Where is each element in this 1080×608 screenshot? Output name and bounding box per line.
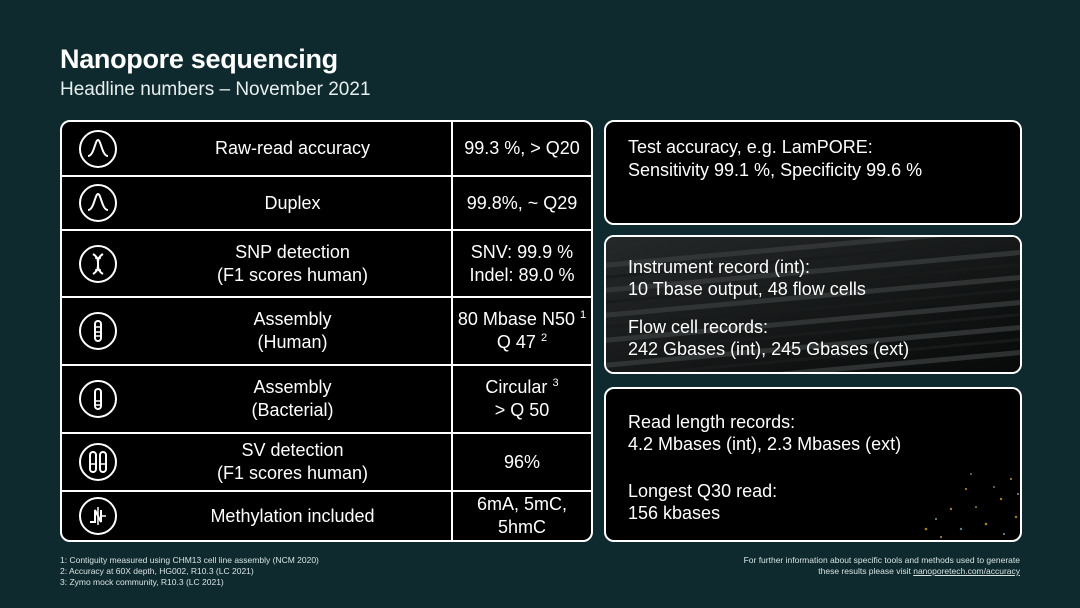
metrics-table: Raw-read accuracy 99.3 %, > Q20 Duplex 9… <box>60 120 593 542</box>
read-length-line: 156 kbases <box>628 503 721 523</box>
table-row: SNP detection (F1 scores human) SNV: 99.9… <box>62 229 591 296</box>
instrument-panel: Instrument record (int): 10 Tbase output… <box>604 235 1022 374</box>
accuracy-link[interactable]: nanoporetech.com/accuracy <box>913 566 1020 576</box>
accuracy-panel: Test accuracy, e.g. LamPORE: Sensitivity… <box>604 120 1022 225</box>
peak-icon <box>62 177 134 229</box>
instrument-line: 10 Tbase output, 48 flow cells <box>628 279 866 299</box>
peak-icon <box>62 122 134 175</box>
metric-name: SV detection (F1 scores human) <box>216 440 369 483</box>
flow-cell-background-image <box>606 237 1020 372</box>
footnote: 2: Accuracy at 60X depth, HG002, R10.3 (… <box>60 566 254 576</box>
metric-value: Circular 3 > Q 50 <box>451 366 591 432</box>
page-subtitle: Headline numbers – November 2021 <box>60 79 371 100</box>
metric-value: 99.3 %, > Q20 <box>451 122 591 175</box>
footnotes: 1: Contiguity measured using CHM13 cell … <box>60 555 319 588</box>
table-row: Methylation included 6mA, 5mC, 5hmC <box>62 490 591 540</box>
table-row: Duplex 99.8%, ~ Q29 <box>62 175 591 229</box>
accuracy-line: Sensitivity 99.1 %, Specificity 99.6 % <box>628 160 923 180</box>
footnote-marker: 2 <box>540 332 548 344</box>
metric-value: SNV: 99.9 % Indel: 89.0 % <box>451 231 591 296</box>
further-info-note: For further information about specific t… <box>744 555 1020 577</box>
accuracy-line: Test accuracy, e.g. LamPORE: <box>628 137 873 157</box>
instrument-line: Flow cell records: <box>628 317 769 337</box>
metric-name: Assembly (Bacterial) <box>251 377 334 420</box>
metric-name: SNP detection (F1 scores human) <box>216 241 369 285</box>
footnote: 1: Contiguity measured using CHM13 cell … <box>60 555 319 565</box>
chromosome-icon <box>62 298 134 364</box>
further-info-text: these results please visit <box>818 566 914 576</box>
methylation-icon <box>62 492 134 540</box>
footnote-marker: 3 <box>552 377 559 389</box>
metric-value: 99.8%, ~ Q29 <box>451 177 591 229</box>
read-length-line: Read length records: <box>628 412 796 432</box>
instrument-line: 242 Gbases (int), 245 Gbases (ext) <box>628 339 910 359</box>
dna-icon <box>62 231 134 296</box>
metric-name: Assembly (Human) <box>253 309 332 352</box>
footnote-marker: 1 <box>579 309 587 321</box>
further-info-text: For further information about specific t… <box>743 555 1020 565</box>
read-length-line: Longest Q30 read: <box>628 481 778 501</box>
read-length-panel: Read length records: 4.2 Mbases (int), 2… <box>604 387 1022 542</box>
metric-name: Duplex <box>264 192 321 213</box>
metric-name: Methylation included <box>210 505 375 526</box>
instrument-line: Instrument record (int): <box>628 257 811 277</box>
page-title: Nanopore sequencing <box>60 44 338 74</box>
metric-value: 6mA, 5mC, 5hmC <box>451 492 591 540</box>
table-row: Raw-read accuracy 99.3 %, > Q20 <box>62 122 591 175</box>
sequence-cloud-image <box>874 444 1020 540</box>
chromosome-pair-icon <box>62 434 134 490</box>
table-row: SV detection (F1 scores human) 96% <box>62 432 591 490</box>
chromosome-icon <box>62 366 134 432</box>
metric-value: 96% <box>451 434 591 490</box>
metric-name: Raw-read accuracy <box>214 138 371 158</box>
read-length-line: 4.2 Mbases (int), 2.3 Mbases (ext) <box>628 434 902 454</box>
footnote: 3: Zymo mock community, R10.3 (LC 2021) <box>60 577 224 587</box>
table-row: Assembly (Bacterial) Circular 3 > Q 50 <box>62 364 591 432</box>
